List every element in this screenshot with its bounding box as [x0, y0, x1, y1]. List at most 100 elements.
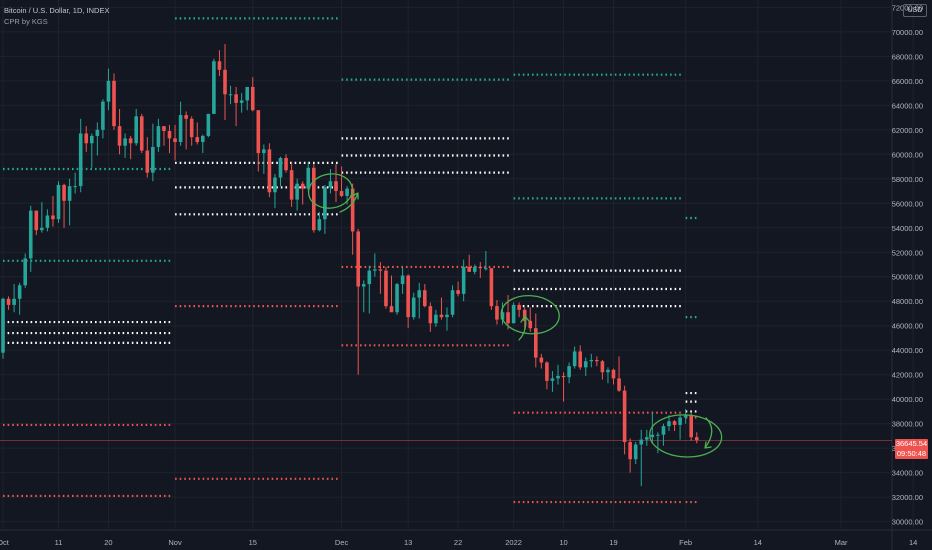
last-price: 36645.54 — [895, 439, 928, 448]
candle-body — [561, 375, 566, 378]
candle-body — [567, 366, 571, 378]
chart-legend: Bitcoin / U.S. Dollar, 1D, INDEX CPR by … — [4, 5, 109, 27]
candle-body — [306, 167, 311, 189]
candle-body — [1, 298, 5, 353]
candle-body — [312, 167, 316, 231]
time-tick-label: 11 — [55, 538, 63, 547]
candle-body — [300, 183, 305, 189]
price-axis[interactable]: 72000.00 70000.00 68000.00 66000.00 64000.00… — [892, 3, 923, 526]
price-tick-label: 56000.00 — [892, 199, 923, 208]
candle-body — [678, 417, 682, 425]
candle-body — [62, 184, 66, 201]
annotation-circle — [307, 173, 354, 209]
price-tick-label: 40000.00 — [892, 395, 923, 404]
candle-body — [295, 183, 299, 200]
candle-body — [90, 135, 94, 144]
price-tick-label: 30000.00 — [892, 518, 923, 527]
candle-body — [12, 298, 16, 305]
time-tick-label: 14 — [909, 538, 917, 547]
candle-body — [201, 135, 205, 143]
candle-body — [434, 314, 438, 324]
time-tick-label: 14 — [754, 538, 762, 547]
candle-body — [162, 126, 166, 132]
candle-body — [428, 306, 433, 324]
candle-body — [645, 437, 649, 440]
bar-countdown: 09:50:48 — [896, 448, 927, 458]
time-tick-label: 15 — [249, 538, 257, 547]
symbol-title[interactable]: Bitcoin / U.S. Dollar, 1D, INDEX — [4, 6, 110, 15]
currency-label[interactable]: USD — [903, 4, 927, 17]
candle-body — [73, 186, 77, 188]
candle-body — [328, 181, 333, 188]
candle-body — [500, 312, 505, 320]
candle-body — [289, 170, 294, 200]
candle-body — [478, 266, 483, 269]
annotation-arrow — [704, 417, 713, 449]
candle-body — [278, 157, 283, 178]
time-tick-label: Nov — [168, 538, 182, 547]
candle-body — [511, 304, 516, 324]
candle-body — [417, 290, 422, 298]
candle-body — [117, 126, 122, 146]
annotation-circle — [649, 414, 723, 458]
candle-body — [184, 115, 188, 119]
candle-body — [195, 137, 200, 143]
candle-body — [472, 266, 477, 272]
candle-body — [522, 309, 527, 321]
candle-body — [534, 328, 538, 358]
candle-body — [56, 184, 61, 220]
price-tick-label: 46000.00 — [892, 322, 923, 331]
candle-body — [461, 266, 466, 294]
time-tick-label: 22 — [454, 538, 462, 547]
price-tick-label: 60000.00 — [892, 150, 923, 159]
candle-body — [145, 150, 150, 173]
time-tick-label: 20 — [104, 538, 112, 547]
candle-body — [556, 375, 560, 379]
candle-body — [167, 131, 172, 139]
candle-body — [389, 306, 394, 313]
candle-body — [578, 351, 582, 368]
price-tick-label: 42000.00 — [892, 371, 923, 380]
candle-body — [467, 266, 471, 272]
candle-body — [528, 320, 533, 329]
candle-body — [28, 210, 33, 259]
candle-body — [361, 284, 366, 287]
time-axis[interactable]: Oct 11 20 Nov 15 Dec 13 22 2022 10 19 Feb 14 Mar 14 — [0, 538, 917, 547]
price-tick-label: 38000.00 — [892, 420, 923, 429]
candle-body — [173, 138, 177, 143]
price-tick-label: 70000.00 — [892, 28, 923, 37]
candle-body — [595, 360, 599, 362]
candle-body — [694, 437, 699, 441]
time-tick-label: 10 — [559, 538, 567, 547]
candle-body — [639, 439, 644, 445]
annotations — [307, 173, 723, 458]
candle-body — [273, 177, 277, 193]
candle-body — [400, 275, 405, 285]
candle-body — [106, 80, 111, 102]
indicator-title[interactable]: CPR by KGS — [4, 17, 48, 26]
candle-body — [367, 270, 372, 285]
candle-body — [617, 378, 621, 391]
candle-body — [156, 126, 161, 147]
price-tick-label: 52000.00 — [892, 248, 923, 257]
candle-body — [67, 186, 72, 201]
candle-body — [606, 369, 610, 373]
price-tick-label: 68000.00 — [892, 52, 923, 61]
price-tick-label: 44000.00 — [892, 346, 923, 355]
price-tick-label: 54000.00 — [892, 224, 923, 233]
time-tick-label: 13 — [404, 538, 412, 547]
candle-body — [151, 146, 155, 173]
time-tick-label: Mar — [835, 538, 848, 547]
candle-body — [378, 269, 383, 271]
candle-body — [123, 138, 127, 146]
candle-body — [445, 314, 449, 318]
candle-body — [356, 231, 360, 287]
candle-body — [217, 61, 222, 70]
candle-body — [672, 421, 677, 425]
candle-body — [689, 415, 693, 438]
candle-body — [589, 360, 594, 362]
time-tick-label: Feb — [679, 538, 692, 547]
candle-body — [611, 369, 616, 379]
candle-body — [384, 270, 388, 307]
